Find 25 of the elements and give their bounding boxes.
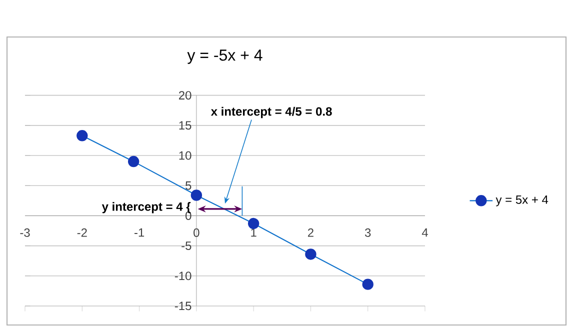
legend-label: y = 5x + 4 [496,196,548,206]
x-tick-label: 3 [364,228,371,237]
y-tick-label: 10 [179,151,192,160]
annotation: y intercept = 4 { [102,202,191,214]
x-tick-label: -3 [20,228,30,237]
point [248,218,260,230]
point [305,248,316,260]
y-tick-label: 15 [179,121,192,130]
point [362,278,374,290]
x-tick-label: 0 [194,228,200,237]
annotation: x intercept = 4/5 = 0.8 [210,106,332,118]
y-tick-label: 20 [178,91,192,100]
x-tick-label: 4 [422,228,428,237]
y-tick-label: -10 [174,272,192,280]
y-tick-label: 5 [186,181,192,190]
x-tick-label: 1 [251,228,256,237]
x-tick-label: -2 [77,228,87,237]
y-tick-label: -15 [174,302,192,310]
point [76,130,88,142]
x-tick-label: 2 [308,228,314,237]
point [190,190,202,201]
chart-title: y = -5x + 4 [187,50,262,64]
y-tick-label: -5 [182,242,192,250]
x-tick-label: -1 [134,228,144,237]
point [128,156,140,168]
